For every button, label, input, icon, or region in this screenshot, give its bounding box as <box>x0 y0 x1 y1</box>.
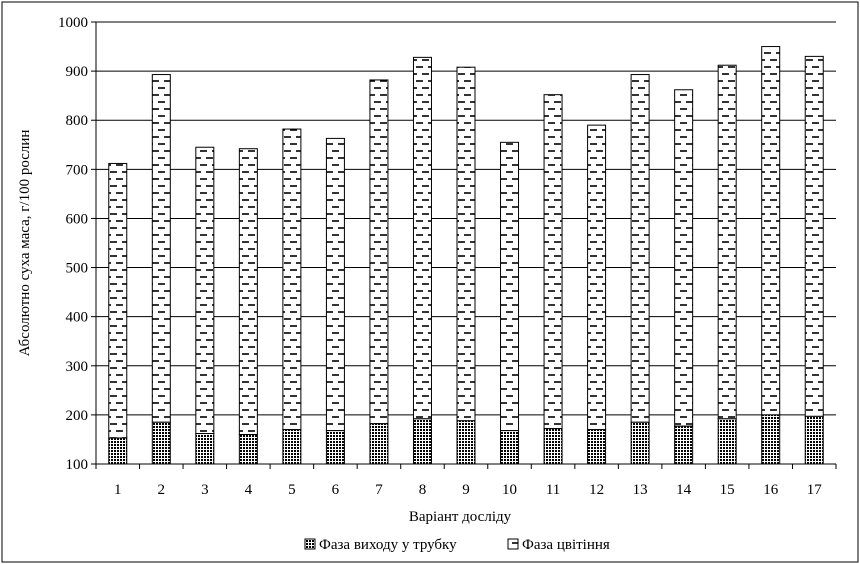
bar-series-2-10 <box>500 141 520 432</box>
bar-series-2-13 <box>630 74 650 423</box>
x-tick-label: 5 <box>288 482 296 498</box>
legend-label-series-1: Фаза виходу у трубку <box>319 537 457 553</box>
bar-series-1-14 <box>674 425 694 465</box>
y-tick-label: 400 <box>66 310 89 326</box>
bar-series-1-4 <box>238 434 258 465</box>
bar-series-2-8 <box>412 56 432 420</box>
bar-series-2-1 <box>108 162 128 439</box>
y-tick-labels: 100 200 300 400 500 600 700 800 900 1000 <box>58 15 96 473</box>
bar-series-1-15 <box>717 418 737 465</box>
bar-series-2-17 <box>804 55 824 417</box>
y-tick-label: 800 <box>66 113 89 129</box>
bar-series-1-8 <box>412 418 432 465</box>
x-tick-labels: 1 2 3 4 5 6 7 8 9 10 11 12 13 14 15 16 17 <box>95 464 837 498</box>
x-tick-label: 16 <box>763 482 779 498</box>
bars <box>108 46 824 465</box>
x-tick-label: 8 <box>419 482 427 498</box>
bar-series-2-14 <box>674 89 694 427</box>
bar-series-1-11 <box>543 428 563 465</box>
legend: Фаза виходу у трубку Фаза цвітіння <box>304 537 610 553</box>
x-tick-label: 14 <box>676 482 692 498</box>
x-tick-label: 17 <box>807 482 823 498</box>
bar-series-1-1 <box>108 437 128 465</box>
bar-series-1-6 <box>325 430 345 465</box>
y-tick-label: 1000 <box>58 15 88 31</box>
x-tick-label: 3 <box>201 482 209 498</box>
bar-series-2-11 <box>543 94 563 430</box>
y-tick-label: 300 <box>66 359 89 375</box>
bar-series-2-2 <box>151 74 171 423</box>
y-tick-label: 200 <box>66 408 89 424</box>
x-tick-label: 2 <box>158 482 166 498</box>
bar-series-1-17 <box>804 415 824 465</box>
bar-series-2-12 <box>587 124 607 431</box>
x-tick-label: 1 <box>114 482 122 498</box>
bar-series-1-13 <box>630 421 650 465</box>
bar-series-2-6 <box>325 137 345 432</box>
x-tick-label: 12 <box>589 482 604 498</box>
legend-swatch-series-1 <box>304 538 316 550</box>
x-tick-label: 13 <box>633 482 648 498</box>
bar-series-1-3 <box>195 433 215 465</box>
bar-series-1-10 <box>500 430 520 465</box>
bar-series-1-7 <box>369 423 389 465</box>
bar-series-2-7 <box>369 79 389 425</box>
axes <box>95 22 836 465</box>
y-tick-label: 500 <box>66 261 89 277</box>
bar-series-2-9 <box>456 66 476 422</box>
x-axis-title: Варіант досліду <box>409 509 512 525</box>
y-axis-title: Абсолютно суха маса, г/100 рослин <box>17 130 33 357</box>
y-tick-label: 600 <box>66 211 89 227</box>
x-tick-label: 4 <box>245 482 253 498</box>
y-tick-label: 700 <box>66 162 89 178</box>
x-tick-label: 10 <box>502 482 517 498</box>
bar-series-1-12 <box>587 429 607 465</box>
x-tick-label: 15 <box>720 482 735 498</box>
bar-series-2-5 <box>282 128 302 431</box>
y-tick-label: 900 <box>66 64 89 80</box>
bar-series-2-15 <box>717 64 737 420</box>
y-tick-label: 100 <box>66 457 89 473</box>
bar-series-2-4 <box>238 148 258 436</box>
legend-label-series-2: Фаза цвітіння <box>522 537 610 553</box>
bar-series-1-5 <box>282 429 302 465</box>
bar-series-1-2 <box>151 421 171 465</box>
x-tick-label: 6 <box>332 482 340 498</box>
bar-series-2-16 <box>761 46 781 416</box>
x-tick-label: 11 <box>546 482 560 498</box>
bar-series-2-3 <box>195 146 215 435</box>
x-tick-label: 9 <box>462 482 470 498</box>
x-tick-label: 7 <box>375 482 383 498</box>
bar-series-1-16 <box>761 414 781 465</box>
legend-swatch-series-2 <box>507 538 519 550</box>
bar-series-1-9 <box>456 420 476 465</box>
